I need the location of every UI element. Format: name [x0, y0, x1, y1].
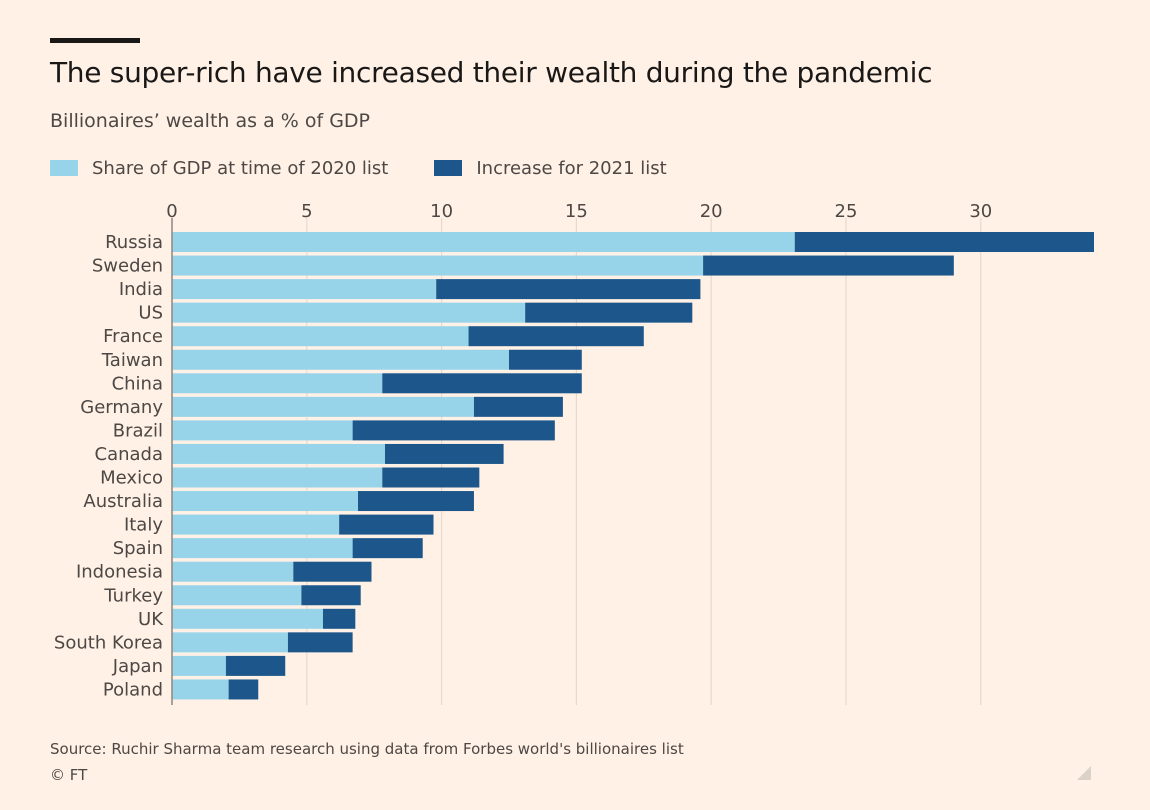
- bar-turkey-increase-2021: [301, 585, 361, 606]
- bar-poland-increase-2021: [228, 679, 259, 700]
- x-tick-label: 30: [969, 201, 992, 222]
- bar-sweden-increase-2021: [703, 255, 954, 276]
- bar-indonesia-increase-2021: [293, 561, 372, 582]
- category-label: Turkey: [103, 585, 163, 606]
- chart-title: The super-rich have increased their weal…: [50, 56, 933, 89]
- bar-brazil-2020: [172, 420, 353, 441]
- resize-corner-icon: [1077, 766, 1091, 780]
- bar-germany-2020: [172, 396, 474, 417]
- bar-spain-2020: [172, 538, 353, 559]
- bar-china-2020: [172, 373, 383, 394]
- bar-taiwan-increase-2021: [508, 349, 582, 370]
- legend-item-2021: Increase for 2021 list: [434, 157, 667, 179]
- bar-italy-2020: [172, 514, 340, 535]
- bar-india-increase-2021: [436, 279, 701, 300]
- category-label: Brazil: [113, 420, 163, 441]
- bar-us-increase-2021: [525, 302, 693, 323]
- chart-subtitle: Billionaires’ wealth as a % of GDP: [50, 110, 371, 132]
- legend-label-2021: Increase for 2021 list: [476, 157, 667, 179]
- bar-uk-increase-2021: [322, 608, 356, 629]
- category-label: South Korea: [54, 632, 163, 653]
- category-label: China: [112, 373, 163, 394]
- bar-japan-2020: [172, 655, 226, 676]
- bar-france-increase-2021: [468, 326, 644, 347]
- x-tick-label: 20: [700, 201, 723, 222]
- bar-russia-increase-2021: [794, 232, 1094, 252]
- legend-swatch-2021: [434, 160, 463, 176]
- bar-australia-2020: [172, 491, 359, 512]
- bar-canada-increase-2021: [384, 443, 504, 464]
- bar-spain-increase-2021: [352, 538, 423, 559]
- x-tick-label: 10: [430, 201, 453, 222]
- category-label: Italy: [124, 515, 163, 536]
- legend-label-2020: Share of GDP at time of 2020 list: [92, 157, 389, 179]
- x-tick-label: 5: [301, 201, 312, 222]
- bar-canada-2020: [172, 443, 385, 464]
- title-rule: [50, 38, 140, 43]
- copyright-note: © FT: [50, 766, 88, 784]
- category-label: Australia: [83, 491, 163, 512]
- category-label: India: [119, 279, 163, 300]
- x-tick-label: 25: [835, 201, 858, 222]
- category-label: US: [138, 303, 163, 324]
- bar-poland-2020: [172, 679, 229, 700]
- category-label: Japan: [112, 656, 163, 677]
- bar-australia-increase-2021: [358, 491, 474, 512]
- bar-germany-increase-2021: [473, 396, 563, 417]
- bar-sweden-2020: [172, 255, 704, 276]
- category-label: Mexico: [100, 468, 163, 489]
- x-tick-label: 0: [166, 201, 177, 222]
- category-label: Poland: [103, 679, 163, 700]
- category-label: Russia: [105, 232, 163, 253]
- x-tick-label: 15: [565, 201, 588, 222]
- bar-brazil-increase-2021: [352, 420, 555, 441]
- bar-italy-increase-2021: [339, 514, 434, 535]
- bar-france-2020: [172, 326, 469, 347]
- bar-russia-2020: [172, 232, 795, 252]
- legend: Share of GDP at time of 2020 list Increa…: [50, 156, 713, 180]
- legend-swatch-2020: [50, 160, 78, 176]
- bar-mexico-increase-2021: [382, 467, 480, 488]
- source-note: Source: Ruchir Sharma team research usin…: [50, 740, 684, 758]
- category-label: Sweden: [92, 256, 163, 277]
- bar-india-2020: [172, 279, 437, 300]
- legend-item-2020: Share of GDP at time of 2020 list: [50, 158, 388, 179]
- bar-turkey-2020: [172, 585, 302, 606]
- category-label: Taiwan: [101, 350, 163, 371]
- category-label: UK: [138, 609, 164, 630]
- category-label: Spain: [113, 538, 163, 559]
- bar-indonesia-2020: [172, 561, 294, 582]
- bar-us-2020: [172, 302, 526, 323]
- bar-mexico-2020: [172, 467, 383, 488]
- bar-south-korea-2020: [172, 632, 288, 653]
- bar-taiwan-2020: [172, 349, 509, 370]
- bar-uk-2020: [172, 608, 323, 629]
- category-label: Germany: [80, 397, 163, 418]
- bar-japan-increase-2021: [225, 655, 286, 676]
- category-label: France: [103, 326, 163, 347]
- category-label: Indonesia: [76, 562, 163, 583]
- bar-china-increase-2021: [382, 373, 582, 394]
- bar-south-korea-increase-2021: [287, 632, 353, 653]
- category-label: Canada: [95, 444, 164, 465]
